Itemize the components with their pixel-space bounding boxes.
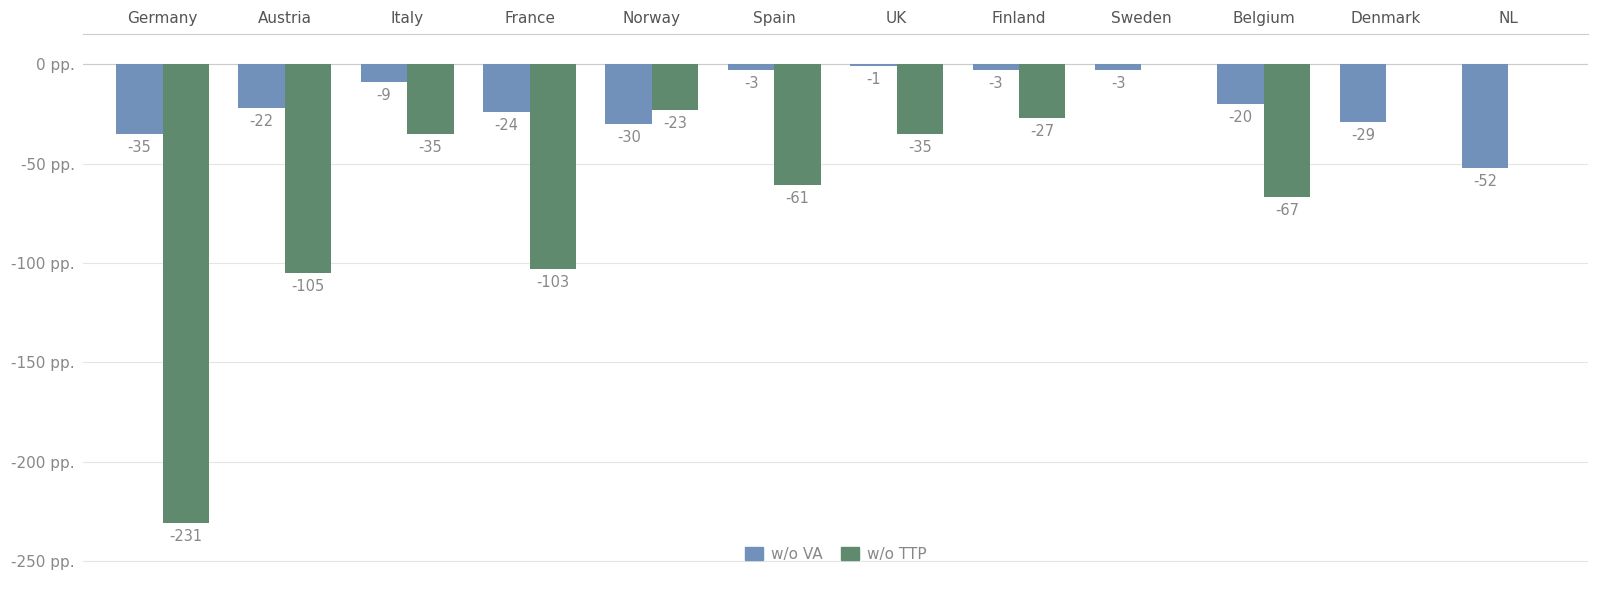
Text: -67: -67: [1274, 203, 1298, 218]
Bar: [851, 65, 897, 66]
Text: -22: -22: [249, 114, 273, 129]
Bar: [1019, 65, 1065, 118]
Text: -9: -9: [377, 88, 392, 103]
Text: -3: -3: [988, 76, 1003, 91]
Bar: [529, 65, 576, 269]
Bar: [1263, 65, 1310, 197]
Bar: [972, 65, 1019, 70]
Bar: [652, 65, 699, 110]
Text: -29: -29: [1351, 128, 1375, 143]
Bar: [728, 65, 774, 70]
Bar: [238, 65, 285, 108]
Text: -61: -61: [785, 191, 809, 207]
Text: -35: -35: [908, 140, 932, 155]
Text: -20: -20: [1228, 110, 1252, 125]
Text: -105: -105: [291, 279, 325, 294]
Text: -103: -103: [536, 275, 569, 290]
Bar: [1217, 65, 1263, 104]
Bar: [408, 65, 454, 134]
Bar: [163, 65, 209, 523]
Text: -27: -27: [1030, 124, 1054, 139]
Text: -35: -35: [128, 140, 152, 155]
Bar: [483, 65, 529, 112]
Bar: [285, 65, 331, 273]
Bar: [897, 65, 943, 134]
Bar: [606, 65, 652, 124]
Bar: [117, 65, 163, 134]
Bar: [1461, 65, 1508, 168]
Text: -231: -231: [169, 529, 203, 544]
Text: -52: -52: [1473, 173, 1497, 188]
Text: -35: -35: [419, 140, 443, 155]
Bar: [1095, 65, 1142, 70]
Text: -3: -3: [1111, 76, 1126, 91]
Legend: w/o VA, w/o TTP: w/o VA, w/o TTP: [739, 540, 932, 568]
Bar: [774, 65, 820, 185]
Text: -24: -24: [494, 118, 518, 133]
Bar: [361, 65, 408, 82]
Text: -3: -3: [744, 76, 758, 91]
Text: -30: -30: [617, 130, 641, 145]
Bar: [1340, 65, 1386, 122]
Text: -1: -1: [867, 72, 881, 87]
Text: -23: -23: [664, 116, 688, 131]
